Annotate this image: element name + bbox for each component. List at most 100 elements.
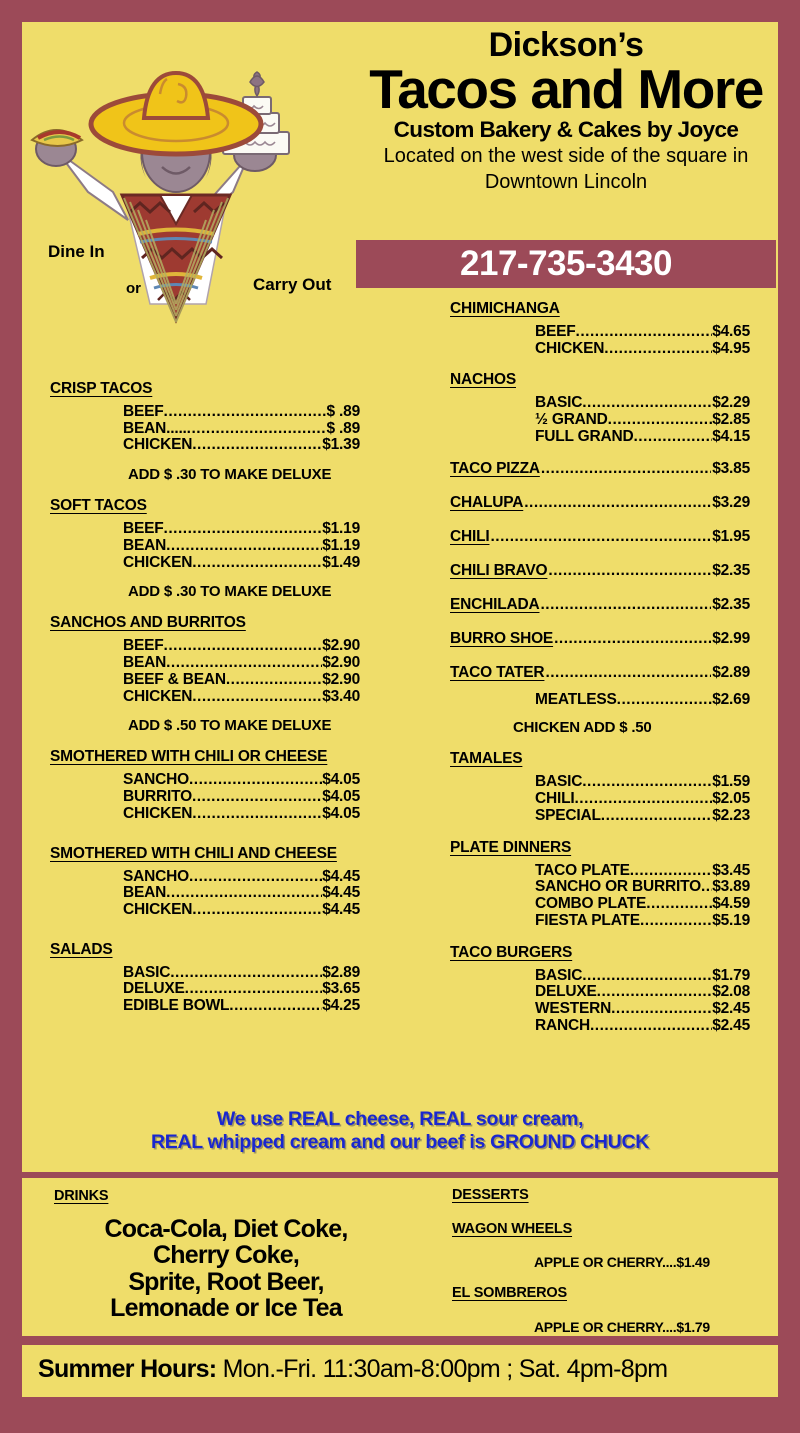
leader-dots: ........................................…: [611, 1001, 713, 1018]
menu-item-row: CHILI ..................................…: [450, 528, 750, 546]
menu-section: SOFT TACOS BEEF..........................…: [50, 497, 370, 600]
menu-item-name: CHICKEN: [123, 804, 193, 822]
leader-dots: ........................................…: [545, 663, 711, 681]
section-heading: TACO BURGERS: [450, 943, 573, 961]
menu-section: PLATE DINNERS TACO PLATE.................…: [450, 839, 750, 930]
menu-item-price: $4.05: [322, 771, 360, 789]
menu-item-row: CHILI...................................…: [535, 790, 750, 808]
menu-section: SMOTHERED WITH CHILI AND CHEESE SANCHO...…: [50, 845, 370, 919]
drinks-line-1: Coca-Cola, Diet Coke,: [104, 1215, 349, 1243]
menu-item-price: $2.35: [712, 561, 750, 579]
leader-dots: ........................................…: [600, 807, 713, 824]
menu-item-name: TACO PLATE: [535, 861, 630, 879]
menu-item-row: BURRITO.................................…: [123, 788, 360, 806]
menu-column-left: CRISP TACOS BEEF.........................…: [50, 380, 370, 1037]
menu-item-name: SANCHO: [123, 867, 189, 885]
menu-item-price: $4.45: [322, 884, 360, 902]
menu-item-name: BASIC: [535, 966, 583, 984]
wagon-wheels-heading: WAGON WHEELS: [452, 1221, 573, 1237]
menu-item-row: BEEF....................................…: [123, 638, 360, 655]
menu-section: TACO PIZZA .............................…: [450, 460, 750, 478]
dine-in-label: Dine In: [48, 242, 105, 261]
menu-section: CHIMICHANGA BEEF.........................…: [450, 300, 750, 357]
section-subitems: MEATLESS................................…: [535, 691, 750, 709]
menu-item-row: CHICKEN.................................…: [123, 804, 360, 823]
menu-item-row: BEAN....................................…: [123, 654, 360, 672]
leader-dots: ........................................…: [186, 420, 327, 437]
menu-item-row: TACO TATER..............................…: [450, 664, 750, 682]
section-items: SANCHO..................................…: [123, 772, 360, 822]
phone-number-banner[interactable]: 217-735-3430: [356, 240, 776, 288]
menu-item-row: BEAN....................................…: [123, 419, 361, 438]
menu-section: TACO BURGERS BASIC.......................…: [450, 944, 750, 1035]
leader-dots: ........................................…: [548, 561, 712, 579]
section-heading: BURRO SHOE: [450, 629, 554, 647]
leader-dots: ........................................…: [170, 964, 322, 981]
menu-item-row: TACO PLATE..............................…: [535, 861, 750, 880]
leader-dots: ........................................…: [490, 527, 712, 545]
menu-item-name: CHICKEN: [535, 339, 605, 357]
leader-dots: ........................................…: [575, 324, 713, 340]
menu-item-name: SPECIAL: [535, 806, 601, 824]
menu-item-row: CHICKEN.................................…: [123, 437, 360, 454]
menu-item-row: BEAN....................................…: [123, 885, 360, 902]
menu-item-name: BASIC: [123, 963, 171, 981]
menu-item-name: BEEF: [123, 403, 164, 420]
menu-item-row: DELUXE..................................…: [535, 984, 750, 1001]
section-heading: CHIMICHANGA: [450, 300, 560, 317]
menu-item-name: SANCHO OR BURRITO: [535, 878, 701, 896]
leader-dots: ........................................…: [629, 862, 712, 879]
menu-item-name: COMBO PLATE: [535, 895, 647, 913]
menu-item-price: $4.45: [322, 867, 360, 885]
menu-item-price: $2.99: [712, 629, 750, 647]
menu-item-price: $1.19: [322, 520, 360, 538]
leader-dots: ........................................…: [604, 340, 712, 357]
section-items: BASIC...................................…: [535, 966, 750, 1035]
menu-item-price: $ .89: [326, 403, 361, 420]
or-label: or: [126, 280, 141, 297]
menu-section: BURRO SHOE..............................…: [450, 630, 750, 648]
menu-section: CHILI ..................................…: [450, 528, 750, 546]
menu-section: TAMALES BASIC...........................…: [450, 750, 750, 824]
section-items: BASIC...................................…: [123, 963, 360, 1015]
section-heading: CHILI: [450, 527, 490, 545]
drinks-line-3: Sprite, Root Beer,: [128, 1267, 324, 1296]
menu-item-price: $3.45: [712, 861, 750, 879]
leader-dots: ........................................…: [166, 537, 322, 554]
menu-item-price: $1.19: [322, 536, 360, 554]
menu-section: CHILI BRAVO ............................…: [450, 562, 750, 580]
menu-item-price: $2.35: [712, 595, 750, 613]
menu-item-price: $3.85: [712, 459, 750, 477]
section-heading: ENCHILADA: [450, 595, 540, 613]
menu-item-row: BEEF....................................…: [123, 520, 360, 538]
menu-item-name: EDIBLE BOWL: [123, 997, 230, 1015]
section-heading: SALADS: [50, 940, 113, 958]
location-line-1: Located on the west side of the square i…: [383, 145, 749, 168]
section-heading: PLATE DINNERS: [450, 838, 572, 856]
menu-item-price: $4.45: [322, 901, 360, 919]
location-line-2: Downtown Lincoln: [484, 171, 648, 194]
desserts-heading: DESSERTS: [452, 1187, 529, 1203]
leader-dots: ........................................…: [192, 554, 322, 571]
menu-item-price: $1.95: [712, 527, 750, 545]
leader-dots: ........................................…: [574, 791, 712, 808]
menu-item-name: BEEF: [123, 520, 164, 538]
menu-item-row: ENCHILADA...............................…: [450, 596, 750, 614]
drinks-list: Coca-Cola, Diet Coke, Cherry Coke, Sprit…: [36, 1216, 416, 1321]
section-items: BEEF....................................…: [123, 403, 361, 454]
menu-item-price: $3.40: [322, 687, 360, 705]
quality-slogan: We use REAL cheese, REAL sour cream, REA…: [22, 1108, 778, 1154]
slogan-line-2: REAL whipped cream and our beef is GROUN…: [150, 1131, 650, 1153]
section-note: ADD $ .50 TO MAKE DELUXE: [128, 717, 332, 735]
menu-item-name: BEEF: [535, 323, 576, 340]
menu-item-name: DELUXE: [123, 980, 185, 998]
menu-item-price: $2.05: [712, 790, 750, 808]
section-items: TACO PLATE..............................…: [535, 861, 750, 930]
bottom-panel: [22, 1178, 778, 1336]
menu-item-price: $4.95: [712, 339, 750, 357]
menu-item-price: $ .89: [326, 419, 361, 437]
section-heading: SANCHOS AND BURRITOS: [50, 614, 246, 632]
menu-item-row: BEEF....................................…: [535, 323, 750, 341]
menu-item-row: CHICKEN.................................…: [535, 339, 750, 358]
